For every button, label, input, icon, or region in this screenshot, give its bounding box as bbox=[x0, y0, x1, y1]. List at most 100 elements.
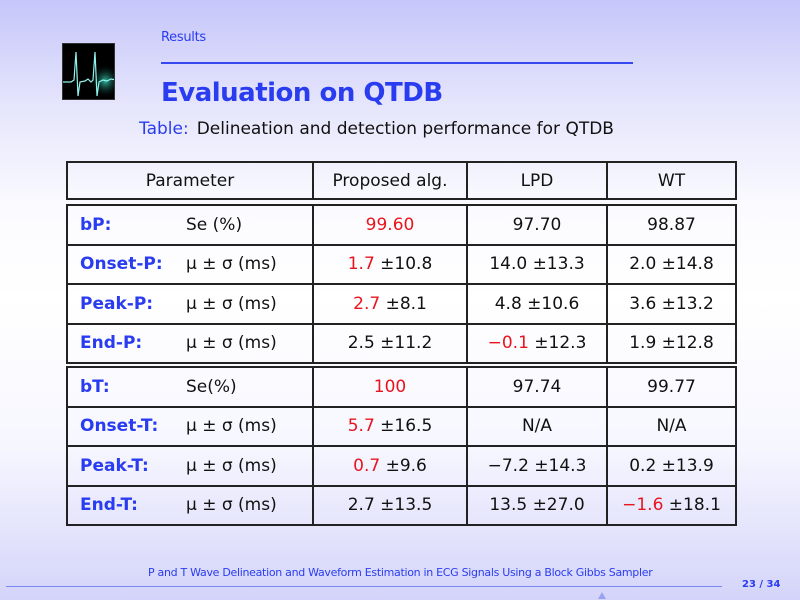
table-row: bP: Se (%) 99.60 97.70 98.87 bbox=[66, 204, 737, 246]
metric-label: μ ± σ (ms) bbox=[186, 495, 277, 516]
value-cell: 97.70 bbox=[466, 204, 608, 246]
table-row: End-T: μ ± σ (ms) 2.7 ±13.5 13.5 ±27.0 −1.6 … bbox=[66, 484, 737, 526]
value-cell: 100 bbox=[312, 366, 468, 408]
metric-label: μ ± σ (ms) bbox=[186, 333, 277, 354]
value: ±16.5 bbox=[374, 416, 433, 437]
value-cell: 1.7 ±10.8 bbox=[312, 243, 468, 285]
value-cell: −1.6 ±18.1 bbox=[606, 484, 737, 526]
value: ±18.1 bbox=[663, 495, 721, 516]
value-cell: 0.2 ±13.9 bbox=[606, 445, 737, 487]
value: 3.6 ±13.2 bbox=[629, 293, 714, 314]
value-cell: 3.6 ±13.2 bbox=[606, 283, 737, 325]
value-cell: 5.7 ±16.5 bbox=[312, 405, 468, 447]
table-row: Peak-T: μ ± σ (ms) 0.7 ±9.6 −7.2 ±14.3 0.2 ±… bbox=[66, 445, 737, 487]
metric-label: Se (%) bbox=[186, 214, 243, 235]
value: 2.5 ±11.2 bbox=[347, 333, 433, 354]
ecg-logo-image bbox=[62, 43, 115, 100]
parameter-cell: bP: Se (%) bbox=[66, 204, 314, 246]
table-row: Peak-P: μ ± σ (ms) 2.7 ±8.1 4.8 ±10.6 3.6 ±1… bbox=[66, 283, 737, 325]
value-cell: 13.5 ±27.0 bbox=[466, 484, 608, 526]
value: ±8.1 bbox=[380, 293, 427, 314]
value: 99.77 bbox=[647, 376, 696, 397]
parameter-cell: End-T: μ ± σ (ms) bbox=[66, 484, 314, 526]
value-cell: 99.77 bbox=[606, 366, 737, 408]
value: 2.7 ±13.5 bbox=[347, 495, 433, 516]
header-divider bbox=[161, 62, 633, 64]
parameter-name: bP: bbox=[80, 214, 112, 235]
slide-title: Evaluation on QTDB bbox=[161, 78, 443, 108]
value-cell: 2.7 ±8.1 bbox=[312, 283, 468, 325]
value: 97.74 bbox=[512, 376, 562, 397]
metric-label: Se(%) bbox=[186, 376, 237, 397]
parameter-cell: Onset-P: μ ± σ (ms) bbox=[66, 243, 314, 285]
parameter-name: Peak-P: bbox=[80, 293, 154, 314]
value: 4.8 ±10.6 bbox=[494, 293, 580, 314]
value: ±9.6 bbox=[380, 455, 427, 476]
best-value: 2.7 bbox=[353, 293, 381, 314]
best-value: 1.7 bbox=[347, 254, 375, 275]
value-cell: 2.7 ±13.5 bbox=[312, 484, 468, 526]
header-wt: WT bbox=[606, 161, 737, 200]
parameter-name: End-T: bbox=[80, 495, 138, 516]
value-cell: 2.0 ±14.8 bbox=[606, 243, 737, 285]
value-cell: 0.7 ±9.6 bbox=[312, 445, 468, 487]
table-header: Parameter Proposed alg. LPD WT bbox=[66, 161, 737, 200]
value: 98.87 bbox=[647, 214, 696, 235]
parameter-cell: bT: Se(%) bbox=[66, 366, 314, 408]
value-cell: 97.74 bbox=[466, 366, 608, 408]
best-value: −1.6 bbox=[622, 495, 664, 516]
value: −7.2 ±14.3 bbox=[487, 455, 587, 476]
value-cell: N/A bbox=[466, 405, 608, 447]
best-value: 100 bbox=[373, 376, 407, 397]
best-value: 5.7 bbox=[347, 416, 375, 437]
value-cell: 14.0 ±13.3 bbox=[466, 243, 608, 285]
parameter-name: Onset-T: bbox=[80, 416, 159, 437]
header-parameter: Parameter bbox=[66, 161, 314, 200]
page-number: 23 / 34 bbox=[742, 579, 781, 590]
metric-label: μ ± σ (ms) bbox=[186, 293, 277, 314]
value: N/A bbox=[521, 416, 553, 437]
p-wave-results: bP: Se (%) 99.60 97.70 98.87 Onset-P: μ ± σ (m… bbox=[66, 204, 737, 364]
parameter-cell: Peak-T: μ ± σ (ms) bbox=[66, 445, 314, 487]
value-cell: −0.1 ±12.3 bbox=[466, 322, 608, 364]
parameter-cell: Peak-P: μ ± σ (ms) bbox=[66, 283, 314, 325]
value-cell: −7.2 ±14.3 bbox=[466, 445, 608, 487]
value-cell: 99.60 bbox=[312, 204, 468, 246]
value: 14.0 ±13.3 bbox=[489, 254, 585, 275]
footer-title: P and T Wave Delineation and Waveform Es… bbox=[148, 566, 653, 579]
parameter-name: bT: bbox=[80, 376, 110, 397]
value: 13.5 ±27.0 bbox=[489, 495, 585, 516]
value: 97.70 bbox=[512, 214, 562, 235]
navigation-arrow-icon[interactable] bbox=[598, 592, 606, 599]
parameter-name: Peak-T: bbox=[80, 455, 149, 476]
section-label: Results bbox=[161, 30, 206, 45]
value-cell: 98.87 bbox=[606, 204, 737, 246]
table-row: Onset-T: μ ± σ (ms) 5.7 ±16.5 N/A N/A bbox=[66, 405, 737, 447]
parameter-name: End-P: bbox=[80, 333, 143, 354]
value: 2.0 ±14.8 bbox=[629, 254, 714, 275]
value-cell: 4.8 ±10.6 bbox=[466, 283, 608, 325]
best-value: −0.1 bbox=[487, 333, 529, 354]
metric-label: μ ± σ (ms) bbox=[186, 455, 277, 476]
value: N/A bbox=[656, 416, 687, 437]
value: 1.9 ±12.8 bbox=[629, 333, 714, 354]
metric-label: μ ± σ (ms) bbox=[186, 254, 277, 275]
best-value: 0.7 bbox=[353, 455, 381, 476]
value: 0.2 ±13.9 bbox=[629, 455, 714, 476]
caption-text: Delineation and detection performance fo… bbox=[196, 119, 614, 139]
value-cell: N/A bbox=[606, 405, 737, 447]
table-row: bT: Se(%) 100 97.74 99.77 bbox=[66, 366, 737, 408]
value-cell: 2.5 ±11.2 bbox=[312, 322, 468, 364]
value: ±10.8 bbox=[374, 254, 433, 275]
header-proposed: Proposed alg. bbox=[312, 161, 468, 200]
t-wave-results: bT: Se(%) 100 97.74 99.77 Onset-T: μ ± σ (ms) 5… bbox=[66, 366, 737, 526]
parameter-cell: End-P: μ ± σ (ms) bbox=[66, 322, 314, 364]
best-value: 99.60 bbox=[365, 214, 415, 235]
parameter-name: Onset-P: bbox=[80, 254, 163, 275]
table-row: Onset-P: μ ± σ (ms) 1.7 ±10.8 14.0 ±13.3 2.0… bbox=[66, 243, 737, 285]
caption-label: Table: bbox=[139, 119, 189, 139]
table-caption: Table: Delineation and detection performa… bbox=[139, 119, 614, 139]
value: ±12.3 bbox=[528, 333, 587, 354]
parameter-cell: Onset-T: μ ± σ (ms) bbox=[66, 405, 314, 447]
header-lpd: LPD bbox=[466, 161, 608, 200]
